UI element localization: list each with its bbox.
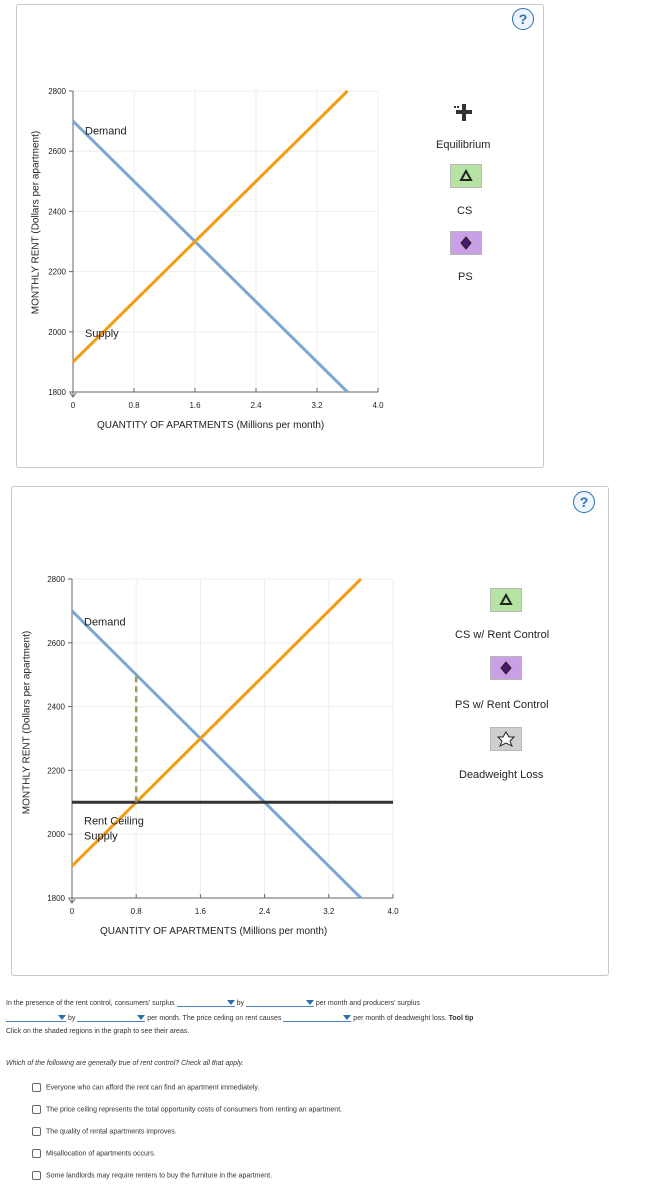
q1-text-3: per month and producers' surplus: [315, 1000, 420, 1007]
y-tick-label: 2400: [47, 703, 65, 712]
x-tick-label: 3.2: [311, 401, 323, 410]
ps-rent-control-tool-icon[interactable]: [490, 656, 522, 680]
axis-break-mark: [68, 898, 76, 904]
question-1-line-2: by per month. The price ceiling on rent …: [6, 1013, 473, 1022]
q1-text-5: per month. The price ceiling on rent cau…: [147, 1015, 282, 1022]
rent-ceiling-label: Rent Ceiling: [84, 816, 144, 828]
ps-change-dropdown[interactable]: [6, 1013, 66, 1022]
supply-label: Supply: [84, 831, 118, 843]
y-tick-label: 2800: [48, 87, 66, 96]
supply-label: Supply: [85, 328, 119, 340]
x-axis-label: QUANTITY OF APARTMENTS (Millions per mon…: [100, 926, 328, 937]
ps-rent-control-label: PS w/ Rent Control: [455, 699, 549, 711]
q1-text-1: In the presence of the rent control, con…: [6, 1000, 175, 1007]
supply-line: [70, 577, 362, 868]
demand-line: [70, 609, 362, 900]
y-tick-label: 2200: [47, 766, 65, 775]
x-tick-label: 0: [71, 401, 76, 410]
y-tick-label: 2600: [47, 639, 65, 648]
dwl-amount-dropdown[interactable]: [283, 1013, 352, 1022]
deadweight-loss-label: Deadweight Loss: [459, 769, 544, 781]
x-tick-label: 2.4: [250, 401, 262, 410]
checkbox[interactable]: [32, 1149, 41, 1158]
axis-break-mark: [69, 392, 77, 398]
help-icon[interactable]: ?: [573, 491, 595, 513]
x-tick-label: 2.4: [259, 907, 271, 916]
option-label: Misallocation of apartments occurs.: [46, 1150, 156, 1158]
graph-1: 2800 2600 2400 2200 2000 1800 0 0.8 1.6 2.4 3.2 4.0…: [48, 87, 384, 410]
equilibrium-tool-icon[interactable]: [451, 101, 475, 125]
option-item[interactable]: The quality of rental apartments improve…: [32, 1127, 177, 1136]
y-axis-label: MONTHLY RENT (Dollars per apartment): [21, 630, 33, 815]
ps-label: PS: [458, 271, 473, 283]
y-tick-label: 2200: [48, 268, 66, 277]
deadweight-loss-tool-icon[interactable]: [490, 727, 522, 751]
x-tick-label: 4.0: [372, 401, 384, 410]
checkbox[interactable]: [32, 1171, 41, 1180]
option-item[interactable]: Everyone who can afford the rent can fin…: [32, 1083, 259, 1092]
y-axis-label: MONTHLY RENT (Dollars per apartment): [30, 130, 42, 315]
demand-line: [71, 120, 349, 394]
y-tick-label: 2000: [47, 830, 65, 839]
cs-tool-icon[interactable]: [450, 164, 482, 188]
x-tick-label: 0.8: [131, 907, 143, 916]
cs-label: CS: [457, 205, 473, 217]
tool-tip-link[interactable]: Tool tip: [448, 1015, 474, 1022]
x-tick-label: 0.8: [128, 401, 140, 410]
x-tick-label: 0: [70, 907, 75, 916]
graph-2: 2800 2600 2400 2200 2000 1800 0 0.8 1.6 2.4 3.2 4.0…: [47, 575, 399, 916]
question-2-prompt: Which of the following are generally tru…: [6, 1060, 244, 1067]
x-tick-label: 3.2: [323, 907, 335, 916]
option-item[interactable]: Misallocation of apartments occurs.: [32, 1149, 156, 1158]
graph-panel-2: ? 2800 2600 2400 2200 2000 1800 0 0.8 1.6 2.4 3.2 4…: [11, 486, 609, 976]
option-label: The price ceiling represents the total o…: [46, 1106, 343, 1114]
q1-text-4: by: [67, 1015, 76, 1022]
ps-tool-icon[interactable]: [450, 231, 482, 255]
cs-rent-control-label: CS w/ Rent Control: [455, 629, 550, 641]
cs-rent-control-tool-icon[interactable]: [490, 588, 522, 612]
x-tick-label: 4.0: [387, 907, 399, 916]
y-tick-label: 1800: [47, 894, 65, 903]
equilibrium-label: Equilibrium: [436, 139, 491, 151]
question-1-line-1: In the presence of the rent control, con…: [6, 998, 420, 1007]
option-label: The quality of rental apartments improve…: [46, 1128, 177, 1136]
option-item[interactable]: Some landlords may require renters to bu…: [32, 1171, 272, 1180]
x-tick-label: 1.6: [189, 401, 201, 410]
graph-panel-1: ? 2800 2600 2400 2200 2000 1800 0 0.8 1.6 2.4 3.2 4…: [16, 4, 544, 468]
option-label: Everyone who can afford the rent can fin…: [46, 1084, 260, 1092]
y-tick-label: 2000: [48, 328, 66, 337]
help-icon[interactable]: ?: [512, 8, 534, 30]
y-tick-label: 2400: [48, 207, 66, 216]
y-tick-label: 2600: [48, 147, 66, 156]
option-item[interactable]: The price ceiling represents the total o…: [32, 1105, 342, 1114]
checkbox[interactable]: [32, 1083, 41, 1092]
q1-text-6: per month of deadweight loss.: [353, 1015, 447, 1022]
x-axis-label: QUANTITY OF APARTMENTS (Millions per mon…: [97, 420, 325, 431]
demand-label: Demand: [85, 126, 127, 138]
checkbox[interactable]: [32, 1127, 41, 1136]
y-tick-label: 1800: [48, 388, 66, 397]
x-tick-label: 1.6: [195, 907, 207, 916]
cs-amount-dropdown[interactable]: [245, 998, 314, 1007]
cs-change-dropdown[interactable]: [176, 998, 235, 1007]
q1-text-2: by: [236, 1000, 244, 1007]
demand-label: Demand: [84, 616, 126, 628]
checkbox[interactable]: [32, 1105, 41, 1114]
ps-amount-dropdown[interactable]: [77, 1013, 146, 1022]
option-label: Some landlords may require renters to bu…: [46, 1172, 273, 1180]
question-1-line-3: Click on the shaded regions in the graph…: [6, 1028, 190, 1035]
y-tick-label: 2800: [47, 575, 65, 584]
supply-line: [71, 89, 349, 363]
